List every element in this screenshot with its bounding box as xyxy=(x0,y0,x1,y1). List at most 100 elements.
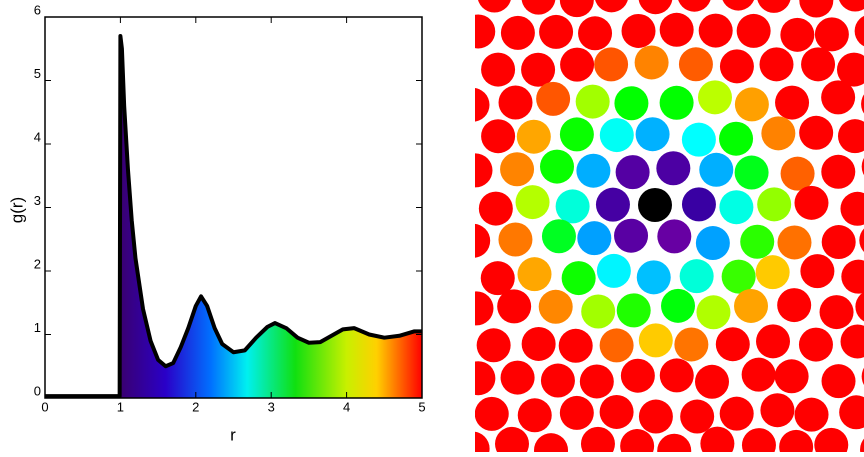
particle xyxy=(595,187,630,222)
particle xyxy=(521,52,556,87)
particle xyxy=(681,122,716,157)
particle xyxy=(401,118,435,152)
particle xyxy=(680,399,715,434)
particle xyxy=(736,13,771,48)
particle xyxy=(661,288,696,323)
particle xyxy=(421,290,455,324)
particle xyxy=(594,47,629,82)
particle xyxy=(760,393,795,428)
particle xyxy=(734,87,769,122)
y-tick-label: 4 xyxy=(34,129,41,144)
particle xyxy=(475,223,491,258)
y-tick-label: 3 xyxy=(34,193,41,208)
particle xyxy=(821,80,856,115)
particle xyxy=(780,17,815,52)
particle xyxy=(780,156,815,191)
particle xyxy=(475,291,494,326)
particle xyxy=(657,219,692,254)
particle xyxy=(635,117,670,152)
y-tick-label: 6 xyxy=(34,2,41,17)
particle xyxy=(638,188,672,222)
particle xyxy=(596,253,631,288)
particle xyxy=(821,154,856,189)
particle xyxy=(500,152,535,187)
particle xyxy=(775,85,810,120)
particle xyxy=(839,0,864,12)
particle xyxy=(475,14,496,49)
particle xyxy=(498,222,533,257)
particle xyxy=(599,328,634,363)
particle xyxy=(475,431,490,452)
particle xyxy=(599,394,634,429)
particle xyxy=(475,153,493,188)
particle xyxy=(814,427,849,452)
particle xyxy=(799,115,834,150)
particle xyxy=(555,189,590,224)
particle xyxy=(580,426,615,452)
particle xyxy=(417,429,451,452)
particle xyxy=(540,149,575,184)
particle xyxy=(476,328,511,363)
particle xyxy=(576,153,611,188)
particle xyxy=(659,85,694,120)
particle xyxy=(700,426,735,452)
particle xyxy=(616,293,651,328)
particle xyxy=(779,429,814,452)
particle xyxy=(498,85,533,120)
particle xyxy=(521,326,556,361)
particle xyxy=(377,15,411,49)
particle xyxy=(741,428,776,452)
particle xyxy=(638,323,673,358)
particle xyxy=(414,87,448,121)
particle xyxy=(478,191,513,226)
particle xyxy=(715,327,750,362)
particle xyxy=(794,397,829,432)
y-tick-label: 1 xyxy=(34,320,41,335)
particle xyxy=(559,0,594,18)
particle xyxy=(821,225,856,260)
particle xyxy=(495,426,529,452)
particle xyxy=(475,361,496,396)
particle xyxy=(497,289,532,324)
particle xyxy=(638,0,673,15)
particle xyxy=(536,81,571,116)
particle xyxy=(854,15,864,47)
particle xyxy=(475,396,509,431)
particle xyxy=(540,363,575,398)
particle xyxy=(435,53,469,87)
particle xyxy=(415,219,449,253)
particle xyxy=(695,364,730,399)
particle xyxy=(356,121,390,155)
particle xyxy=(434,392,468,426)
particle xyxy=(678,47,713,82)
particle xyxy=(719,190,754,225)
particle xyxy=(840,191,864,226)
particle xyxy=(558,328,593,363)
particle xyxy=(656,151,691,186)
particle xyxy=(615,155,650,190)
particle xyxy=(440,324,474,358)
particle xyxy=(697,80,732,115)
particle xyxy=(575,84,610,119)
particle xyxy=(801,47,836,82)
particle xyxy=(681,187,716,222)
particle xyxy=(799,0,834,18)
particle xyxy=(359,47,393,81)
x-tick-label: 5 xyxy=(418,399,425,414)
particle xyxy=(734,288,769,323)
particle xyxy=(614,218,649,253)
particle xyxy=(841,259,864,294)
particle xyxy=(757,0,791,13)
particle xyxy=(480,261,515,296)
particle xyxy=(440,260,474,294)
particle xyxy=(578,16,613,51)
particle xyxy=(696,295,731,330)
area-fill xyxy=(120,36,423,399)
particle xyxy=(378,151,412,185)
particle xyxy=(516,119,551,154)
particle xyxy=(561,261,596,296)
particle xyxy=(475,88,490,122)
particle xyxy=(636,260,671,295)
